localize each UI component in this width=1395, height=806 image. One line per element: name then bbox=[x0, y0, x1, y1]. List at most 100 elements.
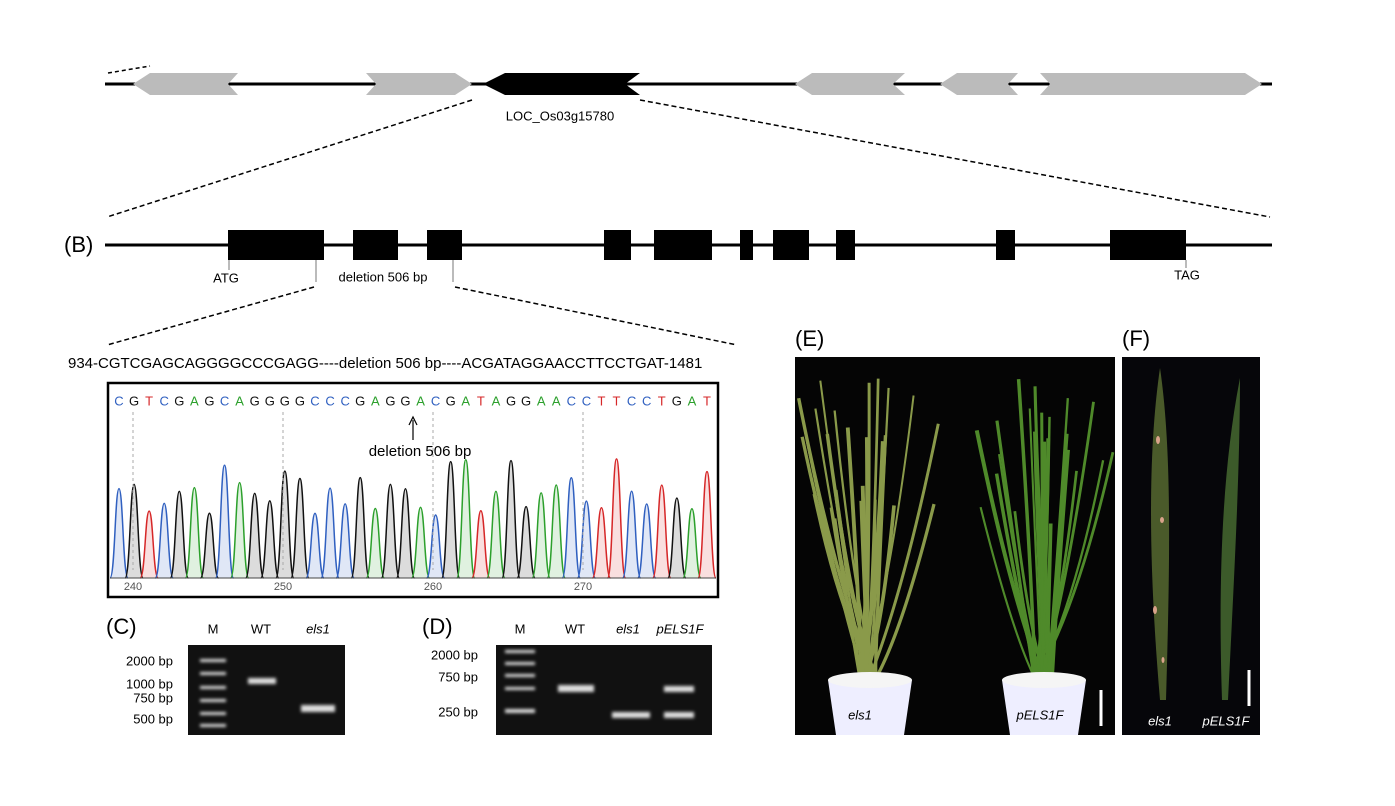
panel-label: (B) bbox=[64, 232, 93, 257]
peak bbox=[199, 512, 220, 579]
peak bbox=[335, 503, 355, 579]
base-call: G bbox=[204, 393, 214, 408]
base-call: C bbox=[310, 393, 319, 408]
lane-label: M bbox=[515, 621, 526, 636]
stem bbox=[1050, 449, 1070, 681]
peak bbox=[365, 507, 386, 579]
position-label: 270 bbox=[574, 581, 592, 593]
peak bbox=[380, 483, 401, 579]
locus-map: LOC_Os03g15780 bbox=[105, 65, 1272, 218]
base-call: G bbox=[280, 393, 290, 408]
plant-photo: (E) els1 pELS1F bbox=[795, 326, 1115, 735]
peak bbox=[697, 470, 717, 579]
base-call: T bbox=[703, 393, 711, 408]
base-call: G bbox=[506, 393, 516, 408]
stem bbox=[979, 506, 1037, 681]
peak bbox=[275, 470, 295, 579]
peak bbox=[425, 514, 446, 579]
marker-label: 1000 bp bbox=[126, 676, 173, 691]
peak bbox=[395, 488, 416, 579]
leaf-label: els1 bbox=[1148, 713, 1172, 728]
stem bbox=[867, 423, 940, 681]
lane-label: WT bbox=[565, 621, 585, 636]
peak bbox=[169, 490, 190, 579]
peak bbox=[320, 487, 340, 579]
peak bbox=[456, 459, 476, 579]
base-call: G bbox=[521, 393, 531, 408]
annotation: deletion 506 bp bbox=[369, 443, 472, 460]
peak bbox=[471, 510, 491, 579]
base-call: C bbox=[220, 393, 229, 408]
peak bbox=[486, 490, 506, 579]
lane-label: WT bbox=[251, 621, 271, 636]
stem bbox=[819, 380, 863, 681]
base-call: A bbox=[190, 393, 199, 408]
peak bbox=[682, 508, 702, 579]
peak bbox=[546, 484, 566, 579]
plant-label: els1 bbox=[848, 707, 872, 722]
stem bbox=[833, 518, 862, 681]
base-call: G bbox=[355, 393, 365, 408]
gene-structure: (B) ATG deletion 506 bp TAG bbox=[64, 230, 1272, 346]
sequence-text: 934-CGTCGAGCAGGGGCCCGAGG----deletion 506… bbox=[68, 355, 702, 372]
stem bbox=[1016, 379, 1037, 681]
start-codon: ATG bbox=[213, 270, 239, 285]
base-call: C bbox=[567, 393, 576, 408]
peak bbox=[440, 460, 461, 579]
position-label: 260 bbox=[424, 581, 442, 593]
base-call: T bbox=[658, 393, 666, 408]
base-call: G bbox=[174, 393, 184, 408]
peak bbox=[260, 500, 280, 579]
peak bbox=[561, 476, 582, 579]
marker-label: 250 bp bbox=[438, 704, 478, 719]
marker-label: 2000 bp bbox=[126, 653, 173, 668]
base-call: G bbox=[446, 393, 456, 408]
plant-label: pELS1F bbox=[1016, 707, 1065, 722]
stem bbox=[866, 387, 890, 681]
peak bbox=[621, 490, 642, 579]
lane-label: els1 bbox=[616, 621, 640, 636]
base-call: C bbox=[627, 393, 636, 408]
peak bbox=[305, 512, 325, 579]
lane-label: M bbox=[208, 621, 219, 636]
peak bbox=[290, 477, 310, 579]
peak bbox=[244, 492, 265, 579]
leaf-label: pELS1F bbox=[1202, 713, 1251, 728]
base-call: C bbox=[431, 393, 440, 408]
position-label: 250 bbox=[274, 581, 292, 593]
marker-label: 750 bp bbox=[133, 690, 173, 705]
peak bbox=[501, 459, 521, 579]
base-call: G bbox=[295, 393, 305, 408]
peak bbox=[516, 505, 536, 579]
base-call: T bbox=[145, 393, 153, 408]
arrow-head bbox=[408, 415, 418, 426]
base-call: G bbox=[400, 393, 410, 408]
peak bbox=[139, 510, 159, 579]
base-call: A bbox=[688, 393, 697, 408]
stem bbox=[803, 428, 866, 681]
stem bbox=[1034, 460, 1105, 681]
gene-label: LOC_Os03g15780 bbox=[506, 108, 614, 123]
position-label: 240 bbox=[124, 581, 142, 593]
stem bbox=[1028, 408, 1043, 681]
peak bbox=[591, 507, 612, 579]
base-call: T bbox=[477, 393, 485, 408]
base-call: T bbox=[597, 393, 605, 408]
base-call: A bbox=[371, 393, 380, 408]
peak bbox=[109, 487, 129, 579]
base-call: C bbox=[642, 393, 651, 408]
peak bbox=[410, 506, 431, 579]
stem bbox=[873, 503, 936, 681]
panel-label: (E) bbox=[795, 326, 824, 351]
base-call: C bbox=[582, 393, 591, 408]
base-call: G bbox=[385, 393, 395, 408]
base-call: G bbox=[129, 393, 139, 408]
peak bbox=[576, 500, 597, 579]
stem bbox=[1036, 457, 1054, 681]
peak bbox=[154, 502, 174, 579]
lane-label: els1 bbox=[306, 621, 330, 636]
peak bbox=[184, 486, 205, 579]
base-call: C bbox=[160, 393, 169, 408]
